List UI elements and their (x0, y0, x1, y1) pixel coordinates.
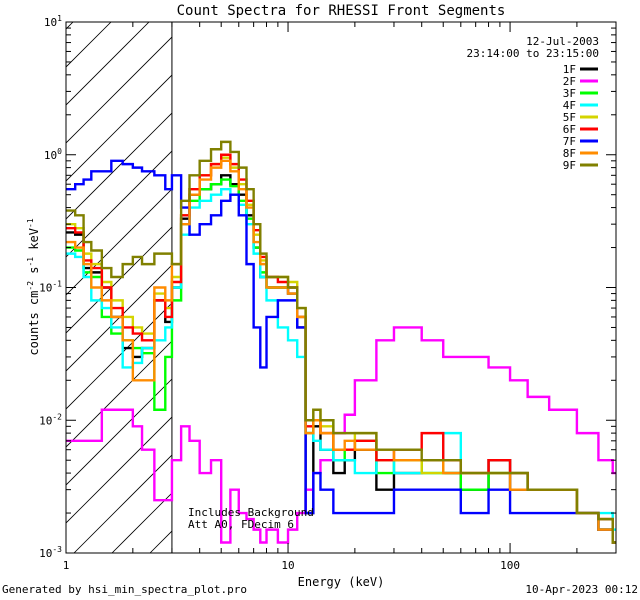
y-tick-label: 10-2 (39, 412, 62, 427)
annotation-2: Att A0, FDecim 6 (188, 518, 294, 531)
y-tick-label: 10-3 (39, 545, 62, 560)
y-tick-label: 100 (44, 147, 62, 162)
footer-timestamp: 10-Apr-2023 00:12 (525, 583, 638, 596)
chart-title: Count Spectra for RHESSI Front Segments (177, 3, 506, 19)
legend-label-5f: 5F (563, 111, 576, 124)
date-label: 12-Jul-2003 (526, 35, 599, 48)
axes: 1 10 100 10-3 10-2 10-1 100 101 (39, 14, 617, 572)
x-tick-label: 100 (500, 559, 520, 572)
legend-label-6f: 6F (563, 123, 576, 136)
annotation-1: Includes Background (188, 506, 314, 519)
footer-generated-by: Generated by hsi_min_spectra_plot.pro (2, 583, 248, 596)
legend-label-3f: 3F (563, 87, 576, 100)
series-7f (66, 159, 616, 544)
y-tick-label: 101 (44, 14, 62, 29)
legend-label-1f: 1F (563, 63, 576, 76)
hatch-lines (66, 22, 172, 553)
y-tick-label: 10-1 (39, 280, 62, 295)
y-axis-label: counts cm-2 s-1 keV-1 (26, 218, 41, 355)
x-tick-label: 1 (63, 559, 70, 572)
legend-label-9f: 9F (563, 159, 576, 172)
x-tick-label: 10 (281, 559, 294, 572)
legend-label-7f: 7F (563, 135, 576, 148)
series-layer (66, 140, 616, 544)
legend-label-8f: 8F (563, 147, 576, 160)
series-9f (66, 140, 616, 544)
series-5f (66, 156, 616, 544)
x-axis-label: Energy (keV) (298, 575, 385, 589)
series-3f (66, 178, 616, 544)
series-2f (66, 326, 616, 544)
series-1f (66, 174, 616, 544)
info-block: 12-Jul-2003 23:14:00 to 23:15:00 (467, 35, 599, 60)
time-range-label: 23:14:00 to 23:15:00 (467, 47, 599, 60)
legend-label-2f: 2F (563, 75, 576, 88)
legend-label-4f: 4F (563, 99, 576, 112)
series-8f (66, 159, 616, 544)
